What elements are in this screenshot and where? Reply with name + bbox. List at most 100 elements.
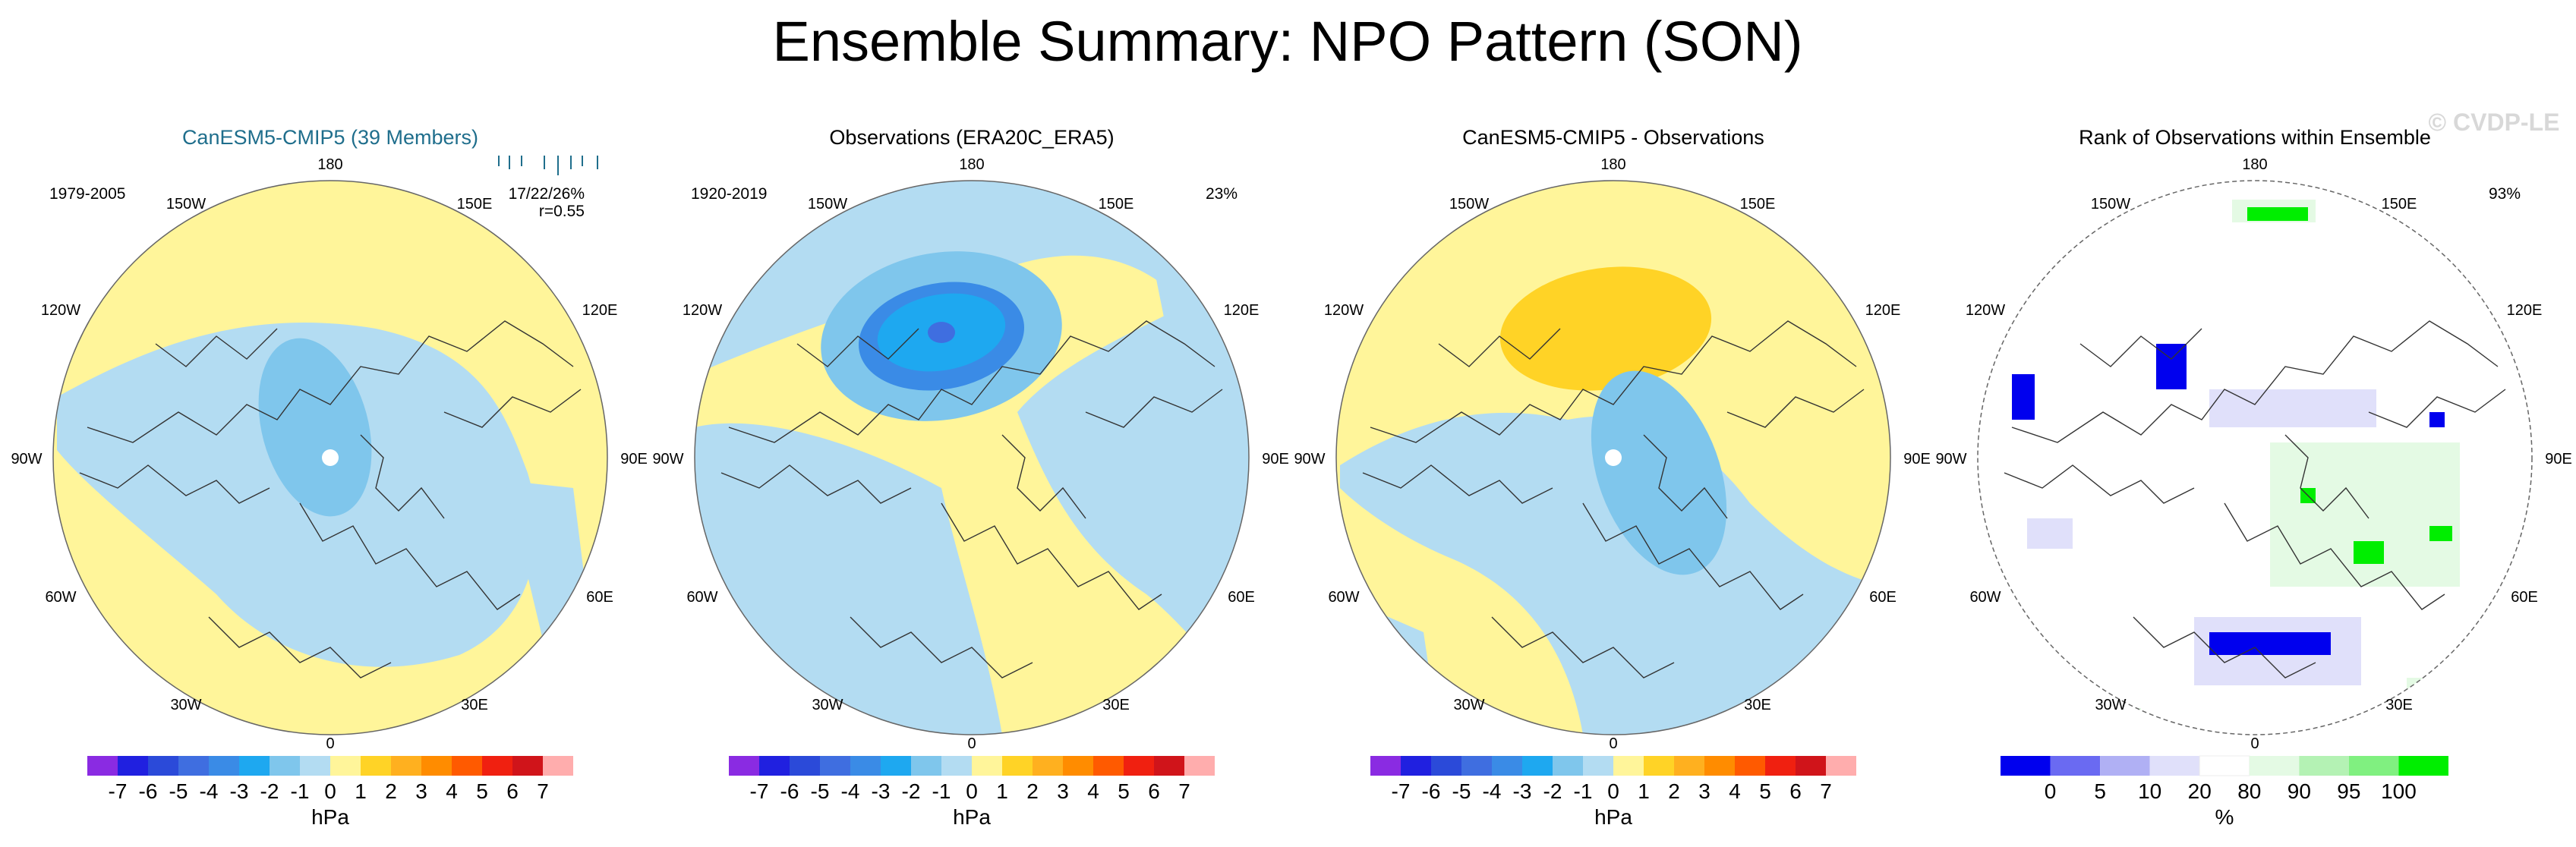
coastline [1726, 389, 1865, 428]
colorbar-tick-label: 2 [1026, 779, 1039, 803]
lon-label-30w: 30W [170, 697, 201, 713]
colorbar-swatch [881, 756, 911, 776]
period-label: 1920-2019 [691, 185, 767, 203]
colorbar-swatch [1184, 756, 1215, 776]
rank-cell [2270, 442, 2460, 587]
colorbar-tick-label: 1 [355, 779, 367, 803]
colorbar-tick-label: -2 [1543, 779, 1562, 803]
colorbar-tick-label: -3 [1513, 779, 1532, 803]
colorbar-tick-label: -2 [902, 779, 921, 803]
lon-label-150w: 150W [2091, 196, 2130, 213]
lon-label-90e: 90E [2545, 451, 2572, 468]
lon-label-60w: 60W [1328, 589, 1359, 606]
lon-label-180: 180 [317, 156, 342, 173]
colorbar-tick-label: 4 [1087, 779, 1099, 803]
negative-core [258, 338, 372, 517]
north-pole-marker [322, 449, 339, 466]
colorbar-tick-label: 5 [1118, 779, 1130, 803]
colorbar-tick-label: 90 [2288, 779, 2311, 803]
colorbar-swatch [330, 756, 361, 776]
colorbar-swatch [1124, 756, 1154, 776]
colorbar-swatch [239, 756, 270, 776]
colorbar-swatch [300, 756, 330, 776]
colorbar-swatch [209, 756, 239, 776]
coastline [2224, 502, 2445, 610]
rank-cell [2407, 678, 2452, 708]
colorbar-tick-label: -3 [230, 779, 249, 803]
map-panel-4: Rank of Observations within Ensemble93%1… [1935, 126, 2571, 829]
rank-cell [2209, 389, 2376, 427]
colorbar-swatch [2149, 756, 2200, 776]
colorbar-swatch [850, 756, 881, 776]
longitude-labels: 180 150W 150E 120W 120E 90W 90E 60W 60E 30W 30E 0 [1294, 156, 1930, 752]
colorbar-swatch [1644, 756, 1674, 776]
colorbar-units: % [2215, 805, 2234, 829]
colorbar-tick-label: -1 [932, 779, 951, 803]
colorbar-tick-label: -3 [872, 779, 891, 803]
colorbar-swatch [543, 756, 573, 776]
lon-label-120w: 120W [683, 302, 722, 319]
colorbar-tick-label: 3 [415, 779, 427, 803]
coastlines [2004, 320, 2506, 679]
colorbar-swatch [1401, 756, 1431, 776]
colorbar-swatch [911, 756, 941, 776]
colorbar-swatch [2249, 756, 2300, 776]
colorbar-tick-label: 6 [1789, 779, 1802, 803]
panel-title: CanESM5-CMIP5 (39 Members) [182, 126, 478, 149]
lon-label-120w: 120W [1966, 302, 2005, 319]
coastline [155, 328, 278, 367]
coastline [87, 320, 574, 443]
lon-label-150w: 150W [166, 196, 206, 213]
map-panel-2: Observations (ERA20C_ERA5)1920-2019 23%18… [652, 126, 1288, 829]
coastlines [79, 320, 582, 679]
coastline [2079, 328, 2202, 367]
lon-label-180: 180 [1600, 156, 1625, 173]
coastline [1370, 320, 1857, 443]
map-boundary [1335, 180, 1891, 735]
lon-label-30w: 30W [1453, 697, 1484, 713]
colorbar-tick-label: 2 [1668, 779, 1680, 803]
lon-label-180: 180 [2242, 156, 2267, 173]
lon-label-90w: 90W [652, 451, 683, 468]
negative-region [1340, 412, 1890, 735]
colorbar-swatch [1461, 756, 1492, 776]
colorbar-swatch [2348, 756, 2399, 776]
lon-label-150e: 150E [457, 196, 493, 213]
colorbar-swatch [452, 756, 482, 776]
lon-label-0: 0 [2250, 735, 2259, 752]
coastline [796, 328, 919, 367]
figure-title: Ensemble Summary: NPO Pattern (SON) [772, 10, 1802, 73]
lon-label-90e: 90E [1903, 451, 1931, 468]
colorbar-swatch [1154, 756, 1184, 776]
lon-label-90e: 90E [1262, 451, 1289, 468]
coastline [208, 616, 392, 679]
colorbar-tick-label: -6 [139, 779, 158, 803]
colorbar-tick-label: -4 [1483, 779, 1502, 803]
colorbar-swatch [790, 756, 820, 776]
lon-label-60w: 60W [1969, 589, 2001, 606]
colorbar: -7 -6 -5 -4 -3 -2 -1 0 1 2 3 4 5 6 7 hPa [729, 756, 1215, 829]
colorbar-swatch [118, 756, 148, 776]
coastline [2284, 434, 2369, 519]
rank-cell [2209, 632, 2331, 655]
correlation-stat: r=0.55 [539, 203, 585, 220]
lon-label-30e: 30E [461, 697, 488, 713]
map-boundary [52, 180, 608, 735]
colorbar-swatch [1063, 756, 1093, 776]
coastline [2133, 616, 2316, 679]
lon-label-120e: 120E [582, 302, 618, 319]
lon-label-0: 0 [326, 735, 334, 752]
corner-stat: 93% [2489, 185, 2521, 203]
rank-cell [2012, 374, 2035, 420]
colorbar-tick-label: -6 [1422, 779, 1441, 803]
colorbar-tick-label: 1 [996, 779, 1008, 803]
map-field [1336, 181, 1890, 735]
lon-label-120e: 120E [1865, 302, 1901, 319]
colorbar-swatch [87, 756, 118, 776]
period-label: 1979-2005 [49, 185, 125, 203]
colorbar-tick-label: 4 [1729, 779, 1741, 803]
map-field [1978, 181, 2532, 735]
map-field [53, 181, 607, 735]
